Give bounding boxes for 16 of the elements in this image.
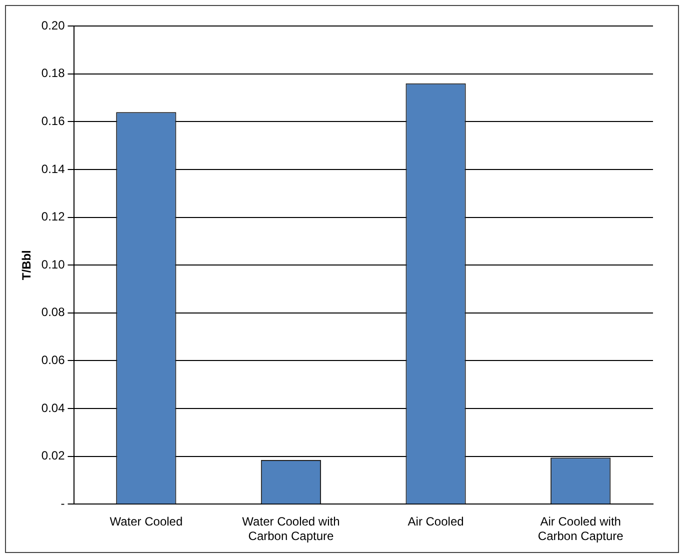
y-tick-label: 0.20: [41, 18, 66, 32]
y-axis-title: T/Bbl: [20, 250, 34, 280]
y-tick-label: 0.16: [41, 114, 66, 128]
y-tick-label: 0.14: [41, 162, 66, 176]
y-tick-label: 0.06: [41, 353, 66, 368]
y-tick-label: 0.18: [41, 66, 66, 80]
y-tick-label: 0.10: [41, 257, 66, 272]
y-tick-label: -: [60, 496, 65, 511]
y-tick-label: 0.12: [41, 210, 66, 224]
x-tick-label: Water Cooled with Carbon Capture: [242, 514, 340, 544]
y-tick-label: 0.04: [41, 400, 66, 415]
x-tick-label: Air Cooled with Carbon Capture: [538, 514, 624, 544]
x-tick-label: Air Cooled: [408, 514, 464, 529]
x-tick-label: Water Cooled: [110, 514, 183, 529]
y-tick-label: 0.08: [41, 305, 66, 320]
y-tick-label: 0.02: [41, 448, 66, 463]
